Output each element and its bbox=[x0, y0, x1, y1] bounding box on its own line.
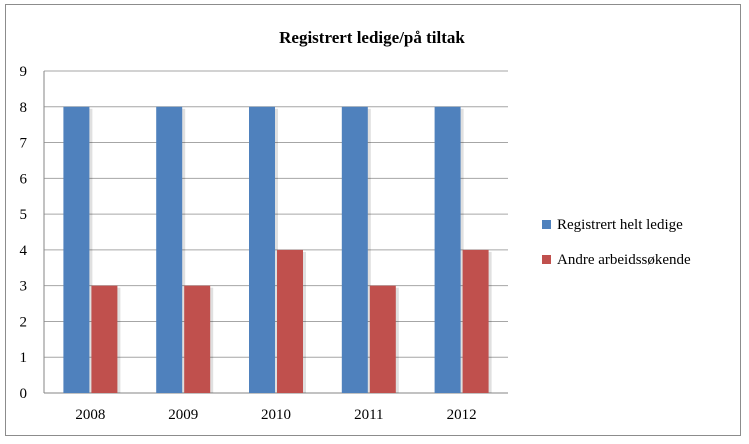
gridlines bbox=[43, 70, 508, 394]
x-tick-label: 2010 bbox=[261, 407, 291, 423]
y-tick-label: 1 bbox=[20, 350, 28, 366]
y-tick-label: 6 bbox=[20, 171, 28, 187]
legend-swatch bbox=[542, 220, 551, 229]
chart-title: Registrert ledige/på tiltak bbox=[279, 28, 465, 47]
y-tick-label: 7 bbox=[20, 136, 28, 152]
y-tick-label: 4 bbox=[20, 243, 28, 259]
x-tick-label: 2012 bbox=[447, 407, 477, 423]
y-tick-label: 5 bbox=[20, 207, 28, 223]
legend: Registrert helt ledige Andre arbeidssøken… bbox=[542, 217, 691, 268]
y-tick-label: 3 bbox=[20, 279, 28, 295]
x-tick-label: 2011 bbox=[354, 407, 383, 423]
legend-label: Registrert helt ledige bbox=[557, 217, 683, 233]
y-tick-label: 8 bbox=[20, 100, 28, 116]
bars bbox=[63, 106, 492, 394]
bar-andre-arbeidssokende bbox=[184, 285, 211, 393]
y-tick-label: 2 bbox=[20, 314, 28, 330]
legend-label: Andre arbeidssøkende bbox=[557, 252, 691, 268]
bar-registrert-helt-ledige bbox=[63, 106, 90, 394]
bar-andre-arbeidssokende bbox=[462, 249, 489, 393]
legend-swatch bbox=[542, 255, 551, 264]
y-axis-ticks: 0 1 2 3 4 5 6 7 8 9 bbox=[20, 64, 28, 402]
bar-registrert-helt-ledige bbox=[249, 106, 275, 394]
bar-andre-arbeidssokende bbox=[91, 285, 118, 393]
x-tick-label: 2009 bbox=[168, 407, 198, 423]
bar-andre-arbeidssokende bbox=[277, 249, 303, 393]
x-tick-label: 2008 bbox=[75, 407, 105, 423]
x-axis-ticks: 2008 2009 2010 2011 2012 bbox=[75, 407, 476, 423]
y-tick-label: 9 bbox=[20, 64, 28, 80]
bar-registrert-helt-ledige bbox=[341, 106, 368, 394]
bar-registrert-helt-ledige bbox=[156, 106, 183, 394]
bar-andre-arbeidssokende bbox=[369, 285, 396, 393]
y-tick-label: 0 bbox=[20, 386, 28, 402]
bar-registrert-helt-ledige bbox=[434, 106, 461, 394]
